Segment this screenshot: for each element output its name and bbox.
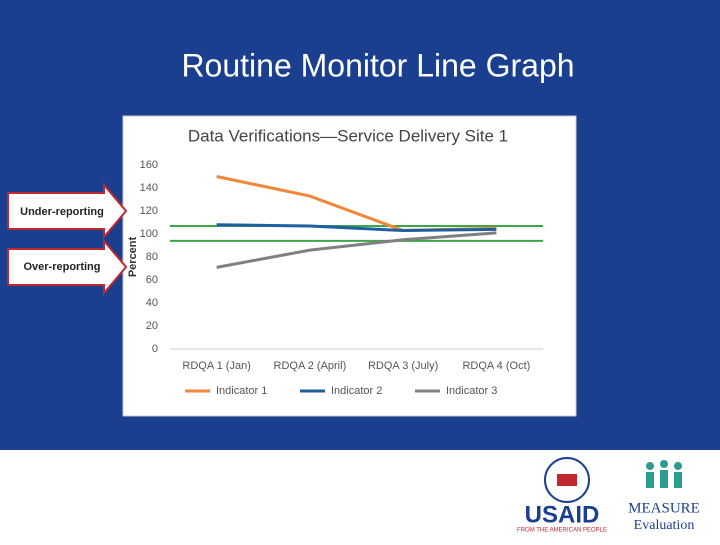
y-tick-label: 40 <box>146 297 158 309</box>
legend-label: Indicator 2 <box>331 385 382 397</box>
measure-figures <box>646 460 682 488</box>
y-tick-label: 140 <box>140 182 158 194</box>
y-axis-label: Percent <box>127 236 139 277</box>
usaid-logo: USAID <box>525 501 600 528</box>
y-tick-label: 60 <box>146 274 158 286</box>
annotation-arrow <box>7 182 128 240</box>
usaid-seal-stripes <box>557 474 577 486</box>
y-tick-label: 100 <box>140 228 158 240</box>
footer-band <box>0 450 720 540</box>
series-line <box>216 223 497 233</box>
slide-title: Routine Monitor Line Graph <box>181 47 574 83</box>
legend-label: Indicator 3 <box>446 385 497 397</box>
annotation-arrow <box>7 238 128 296</box>
y-tick-label: 120 <box>140 205 158 217</box>
y-tick-label: 160 <box>140 159 158 171</box>
measure-subtitle: Evaluation <box>634 518 695 533</box>
x-tick-label: RDQA 1 (Jan) <box>182 360 250 372</box>
x-tick-label: RDQA 3 (July) <box>368 360 438 372</box>
y-tick-label: 20 <box>146 320 158 332</box>
chart-title: Data Verifications—Service Delivery Site… <box>188 126 508 145</box>
y-tick-label: 0 <box>152 343 158 355</box>
annotation-label: Over-reporting <box>23 261 100 273</box>
measure-logo: MEASURE <box>628 500 700 516</box>
x-tick-label: RDQA 4 (Oct) <box>462 360 530 372</box>
series-line <box>216 231 497 269</box>
chart-panel <box>122 115 577 417</box>
usaid-tagline: FROM THE AMERICAN PEOPLE <box>517 528 607 534</box>
x-tick-label: RDQA 2 (April) <box>274 360 347 372</box>
y-tick-label: 80 <box>146 251 158 263</box>
annotation-label: Under-reporting <box>20 206 104 218</box>
legend-label: Indicator 1 <box>216 385 267 397</box>
